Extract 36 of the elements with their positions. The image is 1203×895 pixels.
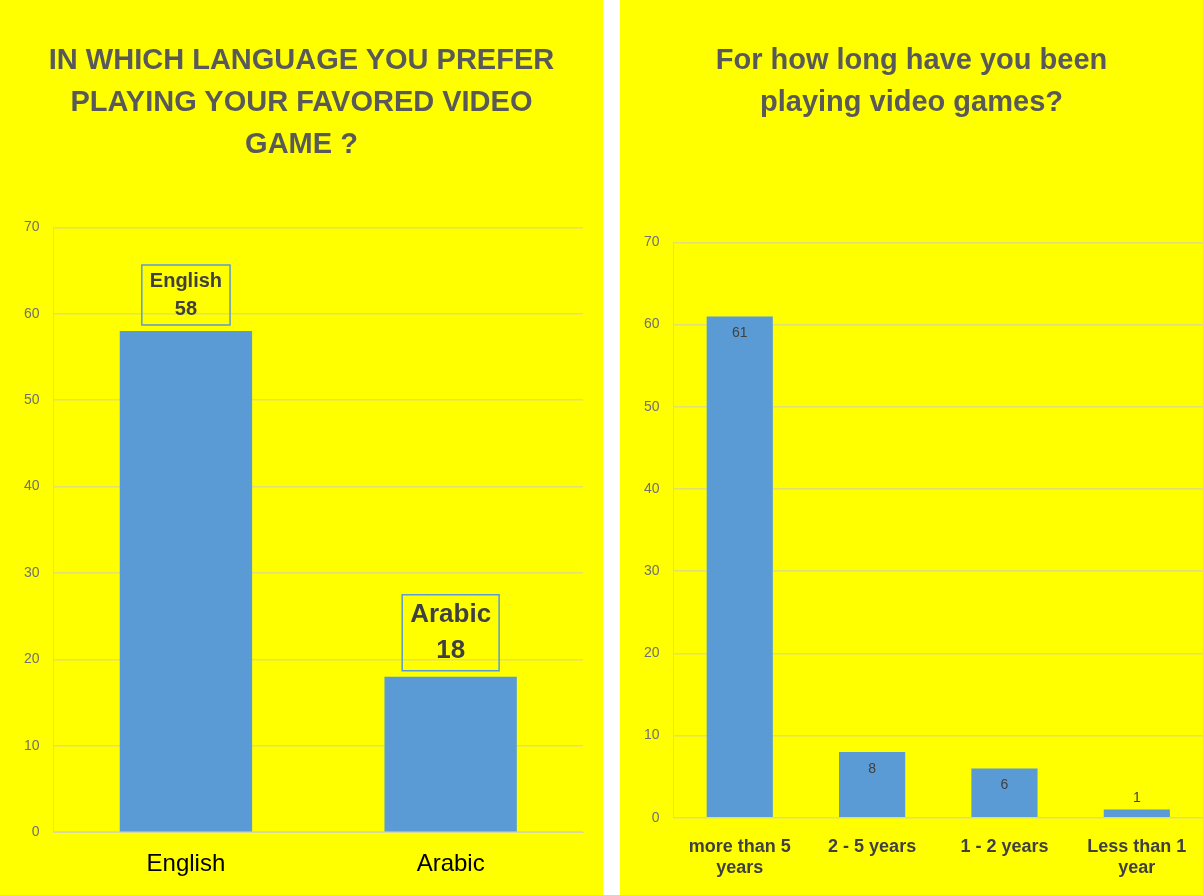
data-label: 18 (436, 633, 466, 664)
y-tick-label: 20 (643, 644, 660, 661)
y-tick-label: 20 (23, 650, 40, 667)
bar (839, 752, 906, 818)
y-tick-label: 70 (643, 233, 660, 250)
x-tick-label: Arabic (416, 849, 485, 877)
data-label: 6 (1000, 776, 1009, 793)
data-label: 58 (174, 296, 198, 319)
x-tick-label: English (146, 849, 226, 877)
chart-title: IN WHICH LANGUAGE YOU PREFER PLAYING YOUR FAVORED VIDEO GAME ? (47, 42, 556, 162)
data-label: 8 (868, 759, 877, 776)
bar (971, 768, 1038, 818)
bar (706, 316, 773, 818)
x-tick-label: Less than 1 year (1087, 835, 1187, 878)
y-tick-label: 30 (643, 562, 660, 579)
y-tick-label: 40 (23, 477, 40, 494)
y-tick-label: 30 (23, 563, 40, 580)
category-label: English (149, 268, 223, 291)
y-tick-label: 10 (643, 726, 660, 743)
category-label: Arabic (410, 597, 492, 628)
y-tick-label: 0 (31, 823, 40, 840)
data-label: 61 (731, 324, 748, 341)
y-tick-label: 0 (651, 808, 660, 825)
bar (1103, 809, 1170, 818)
data-label: 1 (1132, 789, 1141, 806)
chart-title: For how long have you been playing video games? (714, 42, 1109, 120)
y-tick-label: 60 (643, 315, 660, 332)
y-tick-label: 60 (23, 304, 40, 321)
x-tick-label: more than 5 years (688, 835, 791, 878)
y-tick-label: 40 (643, 479, 660, 496)
y-tick-label: 70 (23, 218, 40, 235)
x-tick-label: 1 - 2 years (960, 835, 1049, 856)
y-tick-label: 50 (23, 391, 40, 408)
y-tick-label: 10 (23, 736, 40, 753)
x-tick-label: 2 - 5 years (828, 835, 917, 856)
y-tick-label: 50 (643, 397, 660, 414)
